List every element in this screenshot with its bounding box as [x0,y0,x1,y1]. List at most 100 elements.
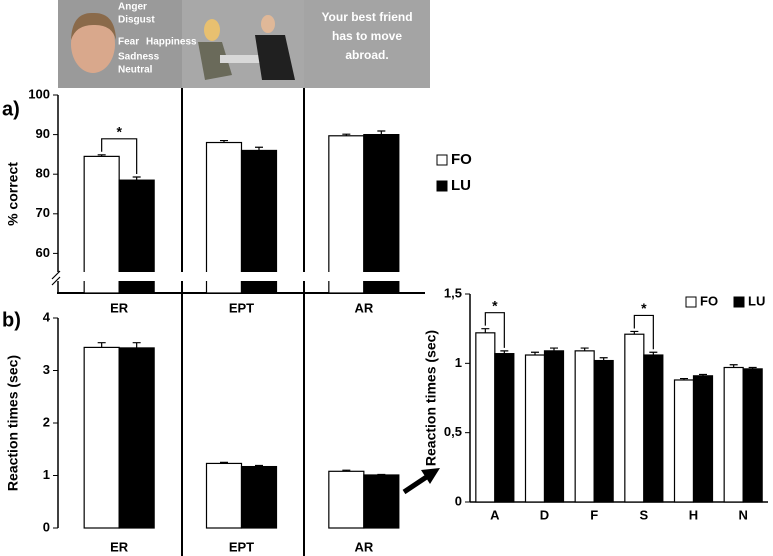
bar [643,354,664,503]
hair [71,12,116,40]
emotion-label: Happiness [146,37,197,48]
panel-label: b) [2,309,21,331]
bar [494,353,515,503]
significance-bracket [633,314,654,350]
error-bar [699,373,707,376]
significance-bracket [484,312,505,348]
x-tick-label: ER [110,300,129,315]
y-tick-label: 0 [43,519,50,534]
legend-label: FO [700,293,718,308]
bar [328,135,365,294]
y-tick-label: 60 [36,245,50,260]
error-bar [748,366,757,369]
image-strip [58,0,430,88]
significance-label: * [116,123,122,139]
y-axis-label: Reaction times (sec) [423,330,439,466]
x-tick-label: N [738,507,747,522]
x-tick-label: AR [354,539,373,554]
error-bar [342,469,351,472]
y-axis-label: % correct [5,162,21,226]
error-bar [220,461,228,464]
legend-label: FO [451,151,472,168]
break-mark [51,270,61,286]
person [198,42,232,80]
legend-swatch [436,180,448,192]
error-bar [377,473,386,476]
error-bar [132,176,141,181]
error-bar [132,342,141,348]
y-tick-label: 2 [43,414,50,429]
error-bar [255,464,263,467]
x-tick-label: A [490,507,500,522]
x-tick-label: ER [110,539,129,554]
y-tick-label: 1 [43,467,50,482]
bar [692,375,714,503]
significance-label: * [492,297,498,313]
y-tick-label: 3 [43,362,50,377]
y-tick-label: 70 [36,205,50,220]
bar [328,470,365,529]
y-tick-label: 0,5 [444,424,462,439]
x-tick-label: D [540,507,549,522]
bar [118,347,155,529]
error-bar [220,139,228,143]
error-bar [630,330,639,335]
y-tick-label: 80 [36,166,50,181]
bar [543,350,565,503]
x-tick-label: EPT [229,539,254,554]
bar [475,332,496,503]
bar [524,354,546,503]
error-bar [729,364,738,368]
person [204,19,220,41]
error-bar [97,342,106,348]
emotion-label: Anger [118,2,147,13]
bar [205,462,243,529]
emotion-label: Neutral [118,65,153,76]
y-tick-label: 1 [455,355,462,370]
error-bar [500,350,509,354]
bar [624,333,645,503]
scenario-text: Your best friend has to move abroad. [321,10,412,62]
x-tick-label: AR [354,300,373,315]
y-axis-label: Reaction times (sec) [5,355,21,491]
error-bar [481,328,490,333]
person [255,35,295,80]
bar [205,141,243,294]
arrow-line [402,473,430,495]
legend-label: LU [748,293,765,308]
bar [363,134,400,294]
emotion-label: Disgust [118,15,155,26]
bar [240,465,278,529]
significance-bracket [101,138,138,174]
arrow-head [421,468,440,484]
legend-label: LU [451,177,471,194]
bar [593,359,614,503]
x-tick-label: EPT [229,300,254,315]
significance-label: * [641,300,647,316]
panel-label: a) [2,98,20,120]
y-tick-label: 4 [43,309,51,324]
axis-break [50,272,425,281]
bar [363,474,400,529]
legend-swatch [733,296,745,308]
text-panel [304,0,430,88]
error-bar [649,351,658,356]
legend-swatch [685,296,697,308]
bar [742,368,763,503]
table [220,55,270,63]
bar [574,350,595,503]
bar [240,149,278,294]
face [71,15,115,73]
emotion-label: Sadness [118,52,160,63]
legend-swatch [436,154,448,166]
y-tick-label: 90 [36,126,50,141]
error-bar [580,347,589,351]
x-tick-label: F [590,507,598,522]
error-bar [377,130,386,135]
bar [673,379,695,503]
y-tick-label: 1,5 [444,285,462,300]
emotion-label: Fear [118,37,139,48]
y-tick-label: 100 [28,86,50,101]
error-bar [531,351,539,356]
y-tick-label: 0 [455,493,462,508]
